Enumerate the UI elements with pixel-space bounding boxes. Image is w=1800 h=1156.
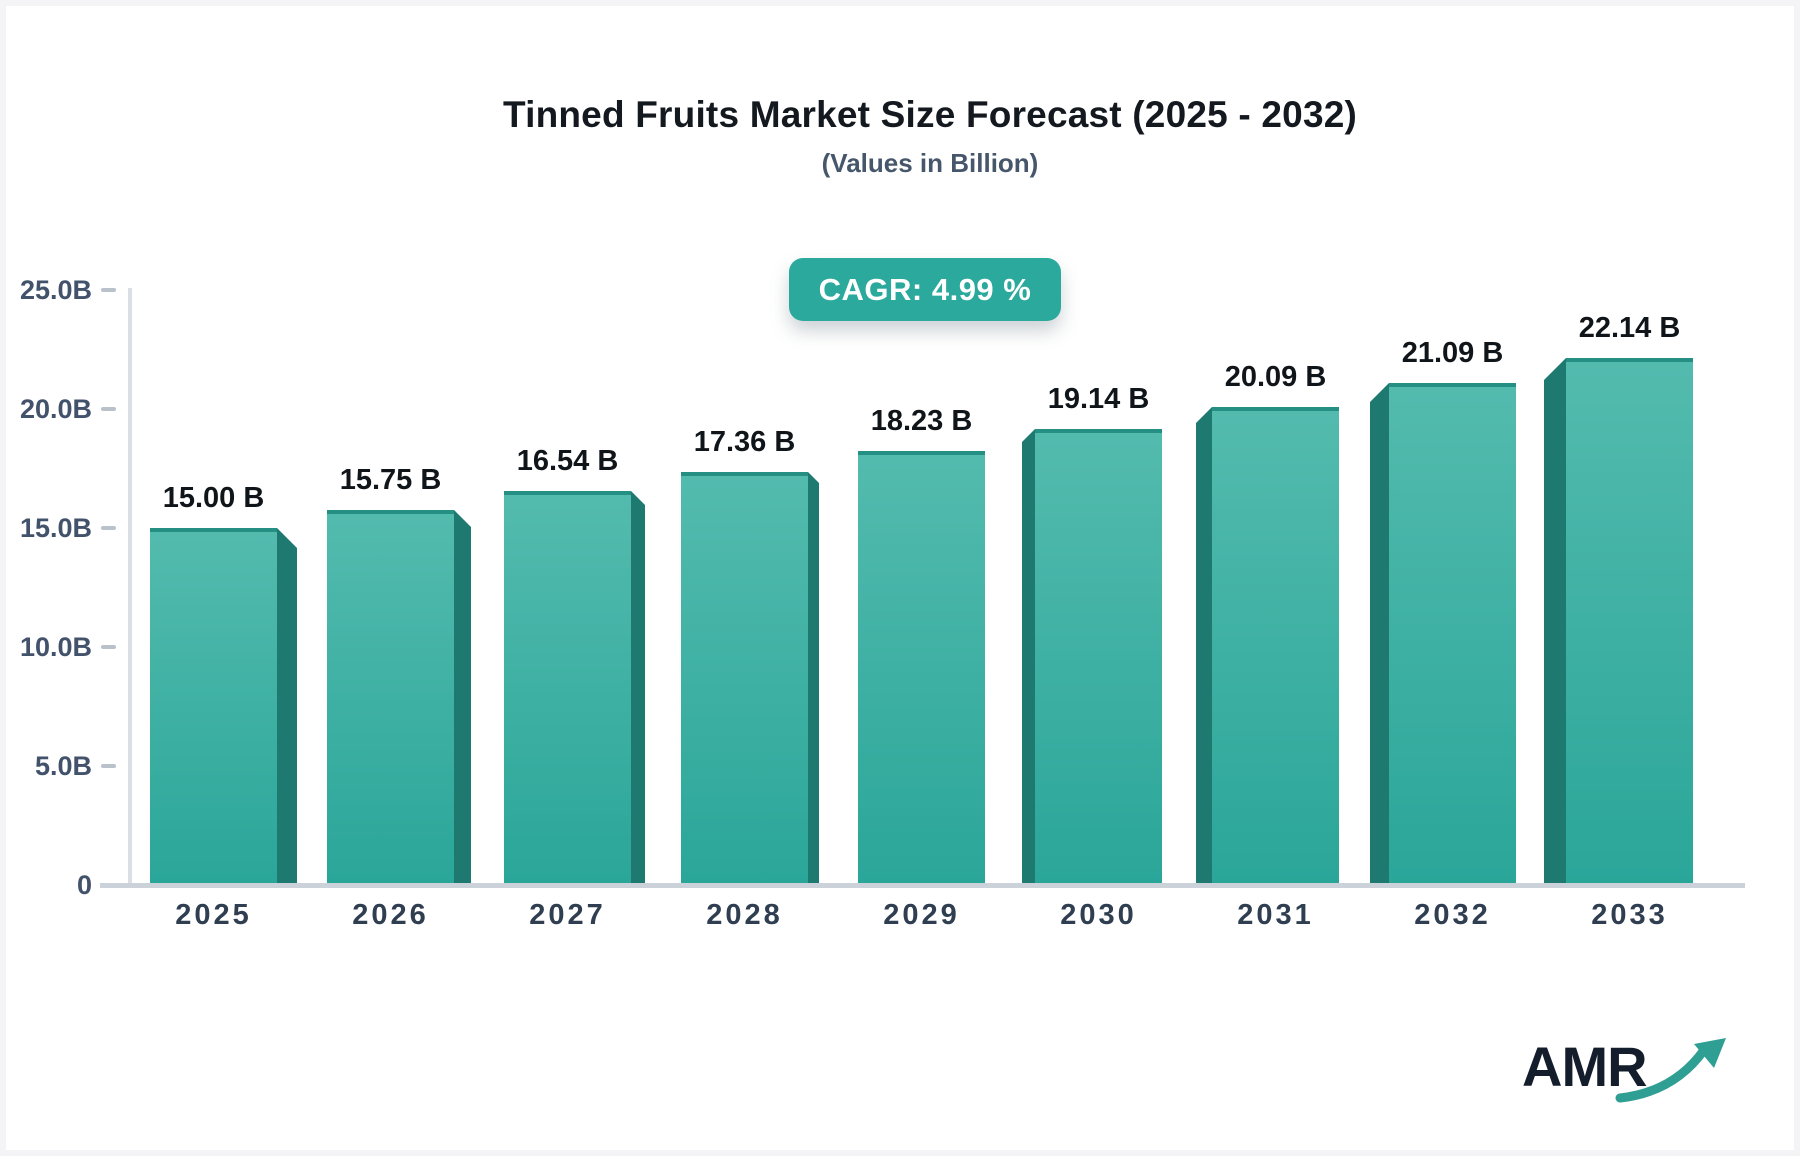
bar-value-label: 22.14 B [1578, 312, 1681, 344]
bar-value-label: 15.75 B [339, 464, 442, 496]
y-axis-label: 10.0B [19, 632, 92, 662]
x-axis-label: 2033 [1591, 899, 1668, 931]
bar-2026 [327, 510, 454, 885]
y-axis-tick [101, 407, 116, 411]
chart-title: Tinned Fruits Market Size Forecast (2025… [502, 94, 1358, 135]
bar-value-label: 15.00 B [162, 482, 265, 514]
y-axis-tick [101, 645, 116, 649]
bar-value-label: 17.36 B [693, 426, 796, 458]
x-axis-line [100, 883, 1745, 888]
bar-2025 [150, 528, 277, 885]
bar-2029 [858, 451, 985, 885]
bar-2027 [504, 491, 631, 885]
bar-value-label: 21.09 B [1401, 337, 1504, 369]
bar-2033 [1566, 358, 1693, 885]
x-axis-label: 2026 [352, 899, 429, 931]
x-axis-label: 2027 [529, 899, 606, 931]
y-axis-tick [101, 764, 116, 768]
bar-side-face [1370, 383, 1389, 885]
y-axis-tick [101, 526, 116, 530]
amr-logo-text: AMR [1522, 1035, 1648, 1098]
y-axis-label: 15.0B [19, 513, 92, 543]
bar-value-label: 20.09 B [1224, 361, 1327, 393]
chart-subtitle: (Values in Billion) [821, 148, 1039, 178]
x-axis-label: 2025 [175, 899, 252, 931]
growth-arrow-icon [1615, 1038, 1726, 1103]
y-axis-label: 5.0B [34, 751, 92, 781]
y-axis-label: 0 [76, 870, 92, 900]
bar-side-face [1544, 358, 1566, 885]
y-axis-label: 25.0B [19, 275, 92, 305]
bar-side-face [808, 472, 819, 885]
y-axis-label: 20.0B [19, 394, 92, 424]
y-axis-tick [101, 288, 116, 292]
y-axis-line [128, 288, 132, 887]
bar-2032 [1389, 383, 1516, 885]
bar-side-face [1022, 429, 1035, 885]
x-axis-label: 2030 [1060, 899, 1137, 931]
bar-side-face [631, 491, 645, 885]
amr-logo: AMR [1522, 1030, 1732, 1114]
cagr-badge: CAGR: 4.99 % [789, 258, 1061, 321]
bar-value-label: 18.23 B [870, 405, 973, 437]
x-axis-label: 2031 [1237, 899, 1314, 931]
bar-2028 [681, 472, 808, 885]
bar-side-face [277, 528, 297, 885]
x-axis-label: 2029 [883, 899, 960, 931]
bar-2030 [1035, 429, 1162, 885]
cagr-badge-label: CAGR: 4.99 % [818, 271, 1032, 307]
bar-side-face [454, 510, 471, 885]
bar-side-face [1196, 407, 1212, 885]
bar-value-label: 19.14 B [1047, 383, 1150, 415]
bar-2031 [1212, 407, 1339, 885]
x-axis-label: 2028 [706, 899, 783, 931]
x-axis-label: 2032 [1414, 899, 1491, 931]
bar-value-label: 16.54 B [516, 445, 619, 477]
